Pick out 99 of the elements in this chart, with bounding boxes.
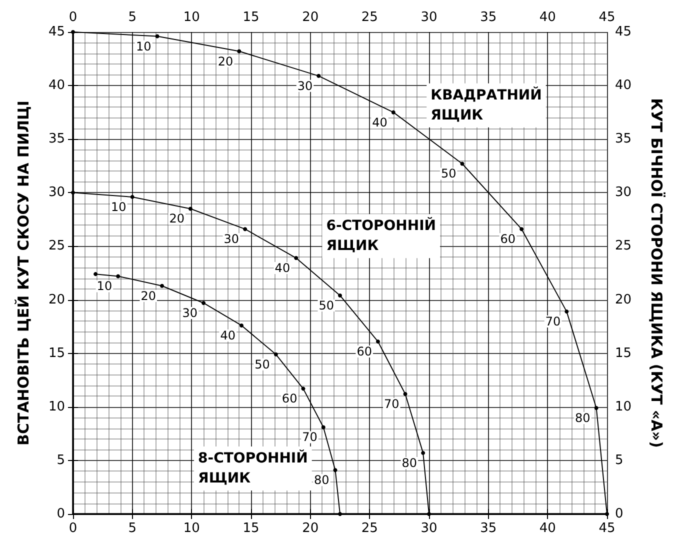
point	[237, 49, 242, 54]
annotation: 60	[356, 344, 372, 359]
point	[391, 110, 396, 114]
annotation: 10	[136, 39, 152, 54]
point	[202, 300, 206, 305]
point	[333, 468, 338, 472]
y-tick-label: 0	[56, 506, 65, 522]
x2-tick-label: 5	[128, 10, 136, 25]
y2-tick-label: 5	[615, 452, 624, 468]
annotation: 60	[500, 232, 516, 246]
point	[294, 256, 298, 260]
x2-tick-label: 10	[183, 10, 200, 25]
point	[427, 512, 431, 516]
annotation: 70	[545, 314, 561, 329]
y2-tick-label: 40	[615, 78, 632, 94]
series-label: КВАДРАТНИЙ ЯЩИК	[430, 86, 542, 124]
y-tick-label: 5	[56, 452, 65, 468]
point	[403, 392, 408, 396]
annotation: 70	[384, 397, 400, 412]
annotation: 50	[318, 298, 334, 312]
point	[520, 227, 524, 232]
point	[160, 284, 164, 288]
point	[240, 323, 244, 328]
point	[71, 190, 75, 195]
point	[321, 425, 326, 430]
x2-tick-label: 35	[480, 10, 497, 25]
x2-tick-label: 30	[420, 10, 438, 25]
x2-tick-label: 25	[361, 10, 378, 25]
x2-tick-label: 40	[539, 10, 556, 25]
point	[94, 272, 98, 276]
annotation: 30	[224, 232, 240, 246]
x2-tick-label: 0	[68, 10, 78, 25]
point	[376, 340, 380, 344]
y-tick-label: 20	[48, 292, 65, 308]
x2-tick-label: 20	[302, 10, 319, 25]
annotation: 10	[96, 279, 112, 294]
y-tick-label: 40	[48, 78, 65, 94]
y2-tick-label: 10	[615, 399, 632, 414]
annotation: 20	[218, 54, 234, 68]
annotation: 40	[372, 115, 388, 130]
x2-tick-label: 15	[242, 10, 260, 25]
x2-tick-label: 45	[598, 10, 616, 25]
y2-tick-label: 15	[615, 346, 632, 361]
point	[155, 34, 160, 38]
point	[338, 512, 342, 516]
y-tick-label: 15	[48, 346, 65, 361]
point	[243, 227, 248, 232]
y2-axis-title: КУТ БІЧНОЇ СТОРОНИ ЯЩИКА (КУТ «А»)	[648, 98, 666, 448]
y2-tick-label: 20	[615, 292, 632, 308]
point	[301, 386, 306, 391]
point	[605, 512, 609, 516]
annotation: 40	[220, 328, 236, 342]
annotation: 80	[402, 456, 418, 470]
annotation: 50	[254, 357, 270, 372]
point	[338, 293, 342, 298]
y-tick-label: 35	[48, 132, 65, 147]
y2-tick-label: 30	[615, 185, 632, 200]
x-tick-label: 0	[68, 521, 78, 536]
point	[316, 74, 321, 78]
annotation: 80	[575, 410, 590, 425]
y2-tick-label: 45	[615, 24, 632, 40]
x-tick-label: 20	[302, 521, 319, 536]
point	[421, 450, 426, 455]
annotation: 10	[111, 200, 126, 214]
point	[460, 162, 464, 166]
y-tick-label: 30	[48, 185, 65, 200]
annotation: 50	[440, 166, 456, 181]
annotation: 60	[282, 392, 298, 406]
x-tick-label: 40	[539, 521, 556, 536]
x-tick-label: 45	[598, 521, 616, 536]
point	[116, 274, 120, 278]
point	[71, 30, 75, 34]
annotation: 20	[169, 212, 184, 226]
point	[274, 352, 278, 356]
y-tick-label: 45	[48, 24, 65, 40]
point	[188, 206, 192, 211]
y-axis-title: ВСТАНОВІТЬ ЦЕЙ КУТ СКОСУ НА ПИЛЦІ	[14, 100, 32, 446]
point	[130, 194, 134, 199]
series-label: 8-СТОРОННІЙ ЯЩИК	[198, 450, 308, 487]
x-tick-label: 30	[420, 521, 438, 536]
y2-tick-label: 35	[615, 132, 632, 147]
x-tick-label: 5	[128, 521, 136, 536]
x-tick-label: 25	[361, 521, 378, 536]
y2-tick-label: 0	[615, 506, 624, 522]
series-label: 6-СТОРОННІЙ ЯЩИК	[326, 217, 436, 254]
x-tick-label: 35	[480, 521, 497, 536]
y-tick-label: 10	[48, 399, 65, 414]
y-tick-label: 25	[48, 238, 65, 254]
y2-tick-label: 25	[615, 238, 632, 254]
point	[594, 406, 598, 410]
x-tick-label: 15	[242, 521, 260, 536]
annotation: 40	[274, 261, 290, 276]
x-tick-label: 10	[183, 521, 200, 536]
annotation: 30	[182, 306, 198, 320]
annotation: 20	[140, 288, 156, 303]
annotation: 80	[314, 473, 330, 488]
point	[564, 310, 569, 314]
annotation: 30	[297, 78, 313, 93]
annotation: 70	[302, 430, 318, 444]
